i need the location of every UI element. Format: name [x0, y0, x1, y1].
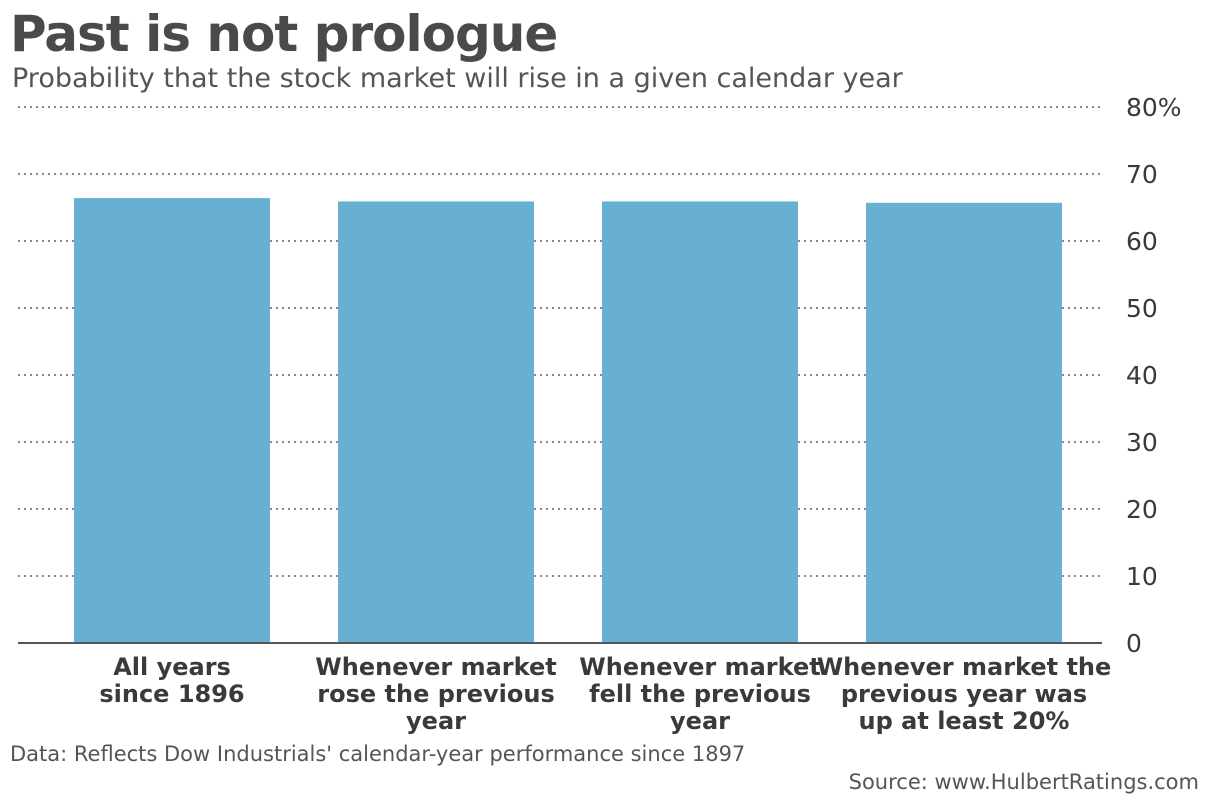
- category-label: Whenever market rose the previous year: [315, 653, 556, 735]
- y-tick-label: 60: [1126, 227, 1158, 256]
- bar-3: [866, 202, 1062, 643]
- labels: 0 10 20 30 40 50 60 70 80% All years since 1896 Whe…: [99, 93, 1181, 735]
- category-label-line: Whenever market the: [817, 653, 1112, 681]
- category-label: Whenever market fell the previous year: [579, 653, 820, 735]
- y-tick-label: 30: [1126, 428, 1158, 457]
- category-label-line: Whenever market: [315, 653, 556, 681]
- category-label-line: up at least 20%: [859, 707, 1070, 735]
- category-label-line: All years: [113, 653, 231, 681]
- y-tick-label: 50: [1126, 294, 1158, 323]
- source-credit: Source: www.HulbertRatings.com: [848, 770, 1199, 794]
- category-label-line: previous year was: [841, 680, 1087, 708]
- y-tick-label: 10: [1126, 562, 1158, 591]
- bar-2: [602, 201, 798, 643]
- category-label-line: fell the previous: [589, 680, 811, 708]
- category-label-line: year: [670, 707, 730, 735]
- bars: [74, 198, 1062, 643]
- category-label-line: year: [406, 707, 466, 735]
- y-tick-label: 80%: [1126, 93, 1182, 122]
- category-label-line: since 1896: [99, 680, 244, 708]
- category-label-line: rose the previous: [317, 680, 554, 708]
- category-label: All years since 1896: [99, 653, 244, 708]
- category-label: Whenever market the previous year was up a…: [817, 653, 1112, 735]
- y-tick-label: 70: [1126, 160, 1158, 189]
- category-label-line: Whenever market: [579, 653, 820, 681]
- y-tick-label: 0: [1126, 629, 1142, 658]
- bar-1: [338, 201, 534, 643]
- chart-subtitle: Probability that the stock market will r…: [12, 63, 903, 94]
- footnote: Data: Reflects Dow Industrials' calendar…: [10, 742, 746, 766]
- bar-0: [74, 198, 270, 643]
- y-tick-label: 20: [1126, 495, 1158, 524]
- y-tick-label: 40: [1126, 361, 1158, 390]
- chart-title: Past is not prologue: [10, 5, 558, 63]
